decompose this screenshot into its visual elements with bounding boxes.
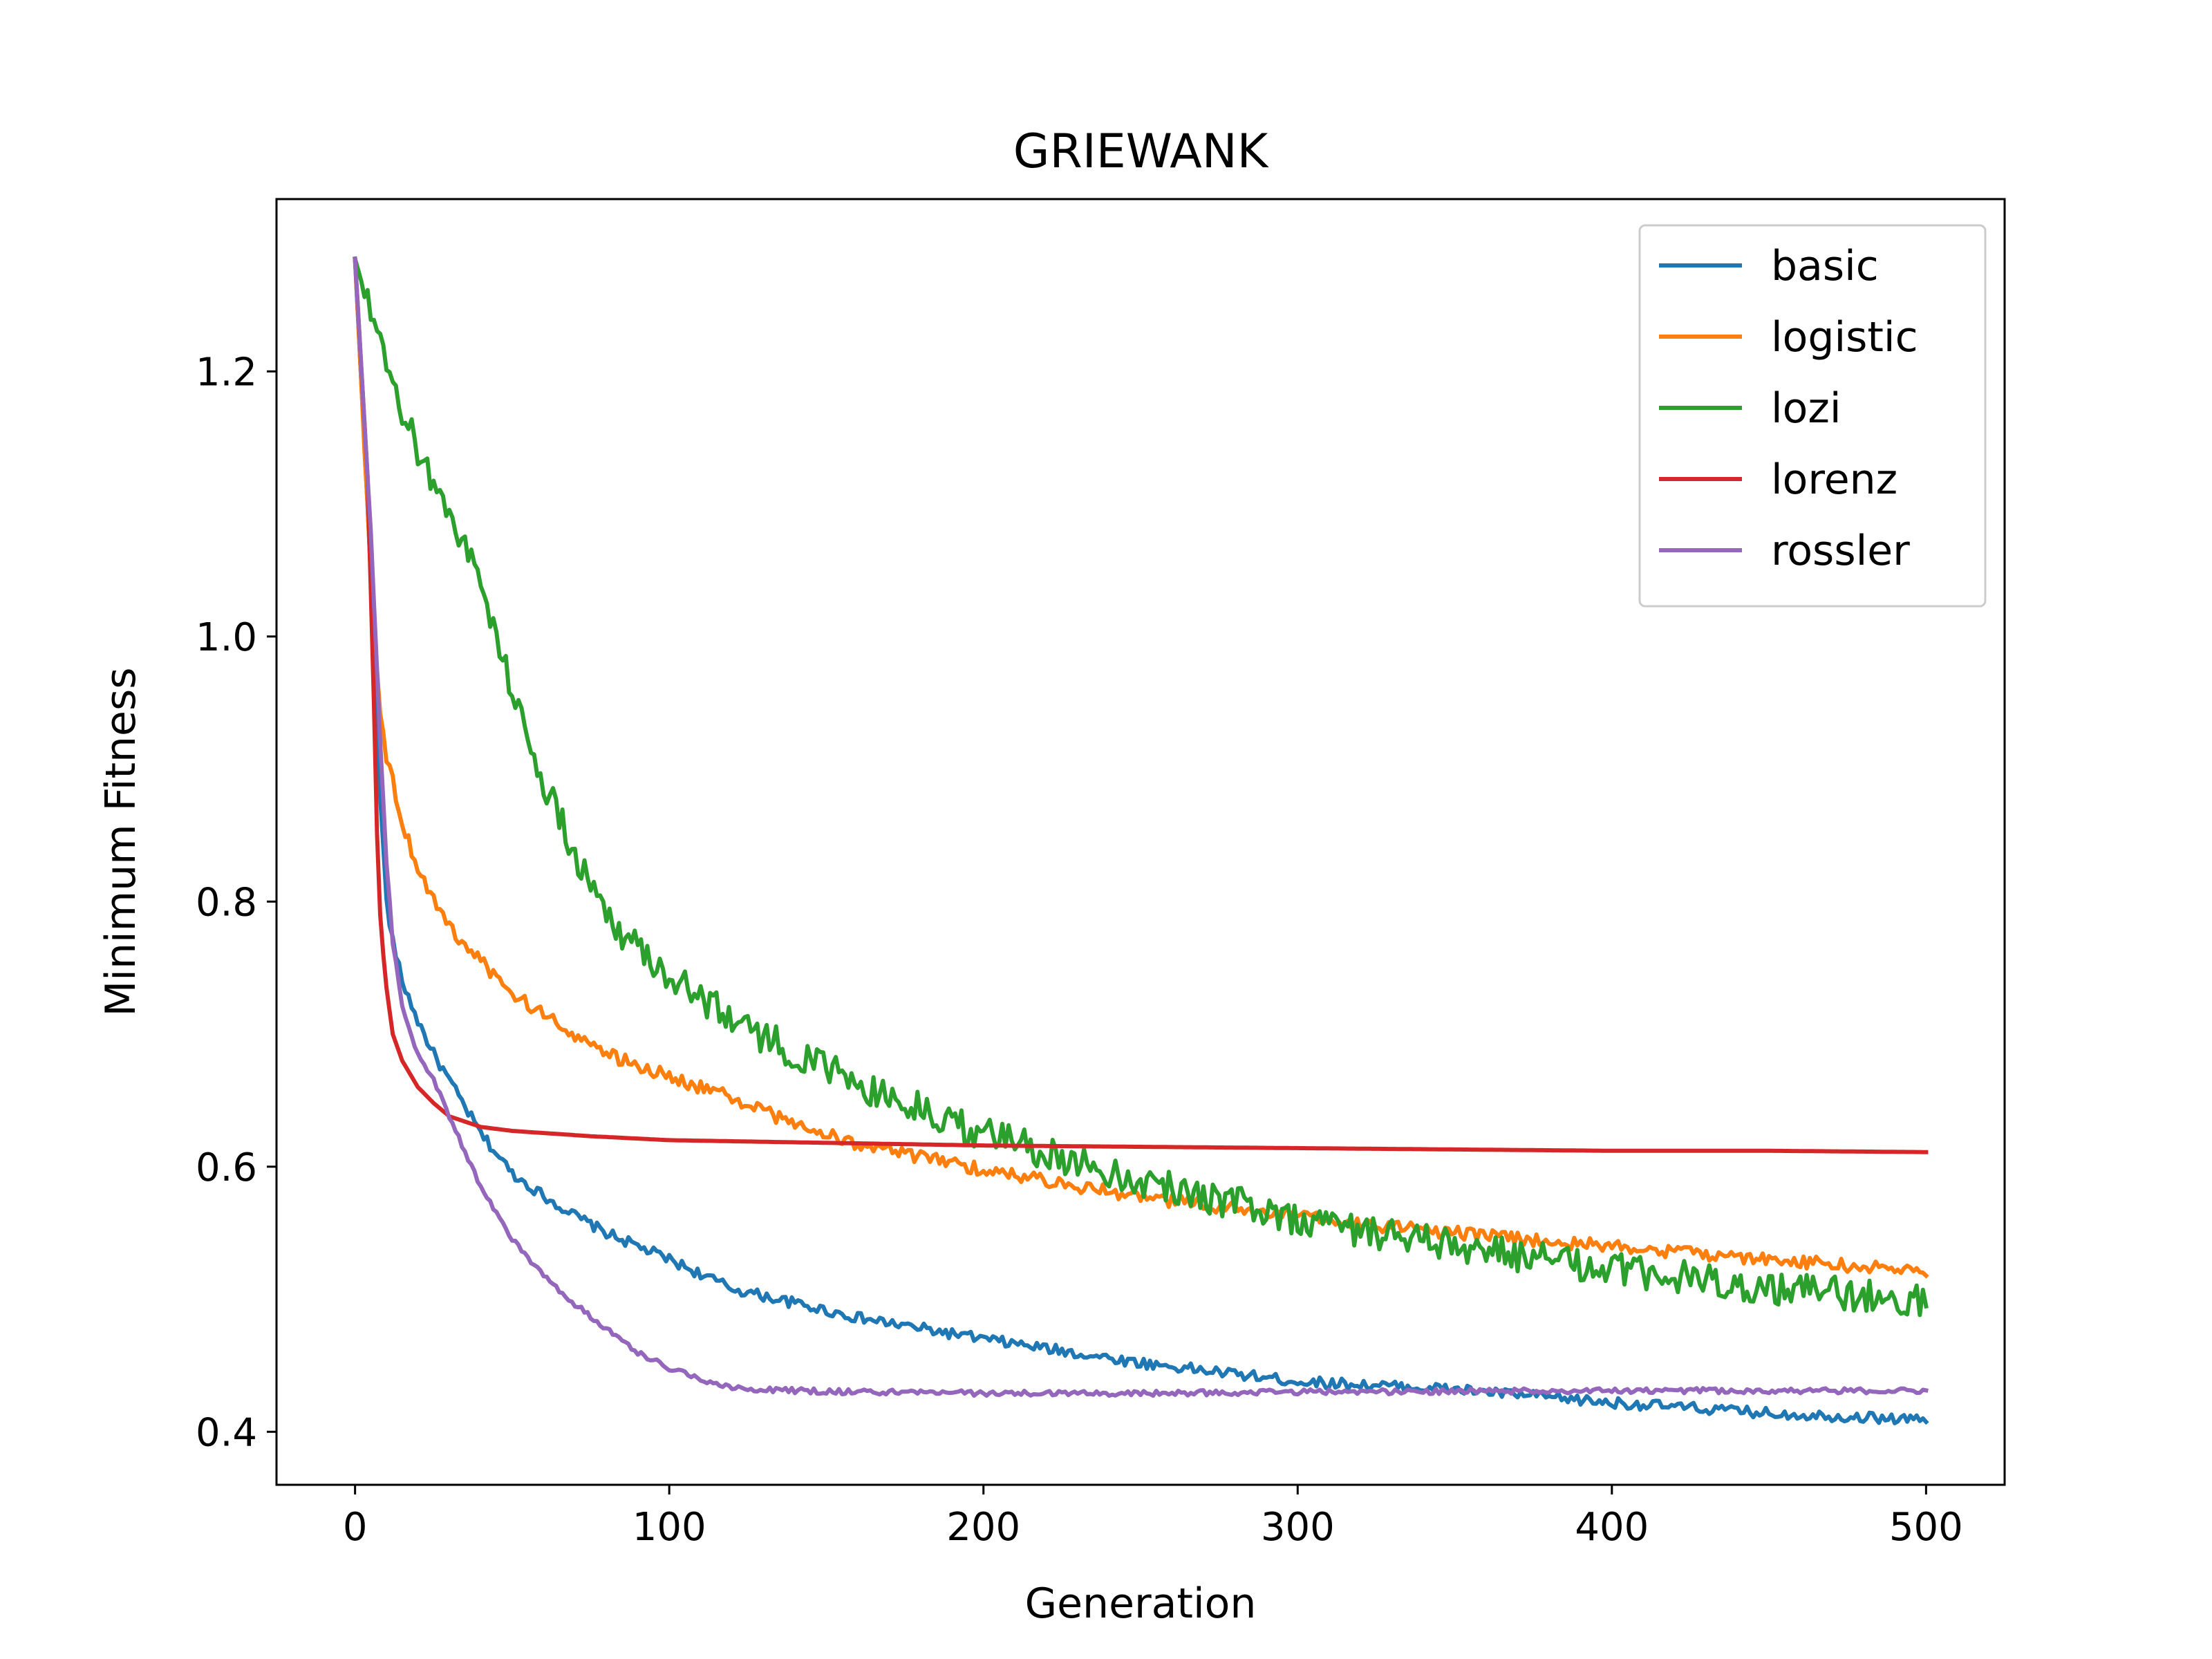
x-axis-label: Generation — [1025, 1580, 1257, 1628]
plot-frame — [275, 198, 2006, 1486]
legend: basic logistic lozi lorenz rossler — [1638, 224, 1987, 608]
x-tick-label: 500 — [1889, 1505, 1963, 1550]
series-line-rossler — [353, 256, 1929, 1398]
legend-label-lorenz: lorenz — [1771, 456, 1897, 504]
y-axis: 0.4 0.6 0.8 1.0 1.2 — [196, 350, 276, 1455]
legend-label-lozi: lozi — [1771, 384, 1841, 433]
series-line-lorenz — [353, 256, 1929, 1154]
legend-label-rossler: rossler — [1771, 527, 1910, 575]
series-line-lozi — [352, 256, 1929, 1318]
chart-title: GRIEWANK — [1013, 124, 1270, 179]
y-tick-label: 0.8 — [196, 880, 257, 925]
x-axis: 0 100 200 300 400 500 — [343, 1485, 1963, 1550]
x-tick-label: 0 — [343, 1505, 368, 1550]
series-line-logistic — [353, 256, 1929, 1279]
x-tick-label: 300 — [1261, 1505, 1335, 1550]
x-tick-label: 400 — [1575, 1505, 1649, 1550]
legend-label-basic: basic — [1771, 242, 1879, 290]
x-tick-label: 200 — [946, 1505, 1020, 1550]
series-layer — [352, 256, 1929, 1425]
series-line-basic — [353, 256, 1929, 1425]
y-axis-label: Minimum Fitness — [97, 668, 145, 1017]
y-tick-label: 1.2 — [196, 350, 257, 395]
y-tick-label: 0.4 — [196, 1410, 257, 1455]
legend-label-logistic: logistic — [1771, 313, 1918, 362]
y-tick-label: 0.6 — [196, 1145, 257, 1190]
legend-box — [1638, 224, 1987, 608]
x-tick-label: 100 — [632, 1505, 706, 1550]
y-tick-label: 1.0 — [196, 615, 257, 660]
